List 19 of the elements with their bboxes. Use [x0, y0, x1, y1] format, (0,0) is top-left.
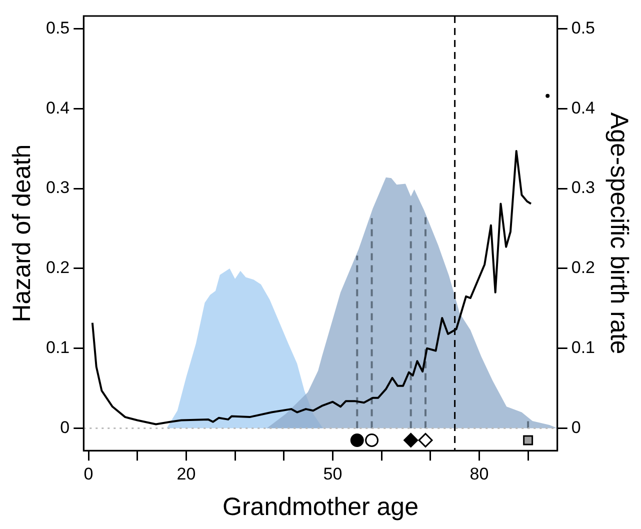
y2-tick-label: 0.4: [571, 98, 596, 118]
y2-tick-label: 0: [571, 418, 581, 437]
y2-tick-label: 0.3: [571, 178, 596, 198]
x-tick-label: 20: [176, 464, 196, 484]
y-tick-label: 0.1: [46, 338, 70, 358]
x-tick-label: 50: [323, 464, 342, 484]
y2-tick-label: 0.5: [571, 18, 596, 38]
y-tick-label: 0.3: [46, 178, 70, 198]
x-tick-label: 0: [84, 464, 94, 484]
y-axis-title: Hazard of death: [8, 144, 36, 322]
y-tick-label: 0: [60, 418, 70, 437]
y2-axis-title: Age-specific birth rate: [605, 112, 634, 354]
y-tick-label: 0.2: [46, 258, 70, 278]
y-tick-label: 0.4: [46, 98, 70, 118]
y-tick-label: 0.5: [46, 18, 70, 38]
y2-tick-label: 0.1: [571, 338, 596, 358]
x-tick-label: 80: [470, 464, 489, 484]
y2-tick-label: 0.2: [571, 258, 596, 278]
x-axis-title: Grandmother age: [222, 492, 418, 521]
